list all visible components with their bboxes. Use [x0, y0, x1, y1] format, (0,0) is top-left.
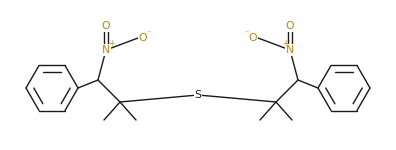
Text: S: S — [194, 90, 202, 100]
Text: ⁻: ⁻ — [245, 28, 249, 38]
Text: O: O — [139, 33, 147, 43]
Text: ⁻: ⁻ — [147, 28, 151, 38]
Text: O: O — [286, 21, 294, 31]
Text: N: N — [102, 45, 110, 55]
Text: +: + — [108, 39, 114, 48]
Text: +: + — [282, 39, 288, 48]
Text: O: O — [249, 33, 257, 43]
Text: O: O — [102, 21, 110, 31]
Text: N: N — [286, 45, 294, 55]
